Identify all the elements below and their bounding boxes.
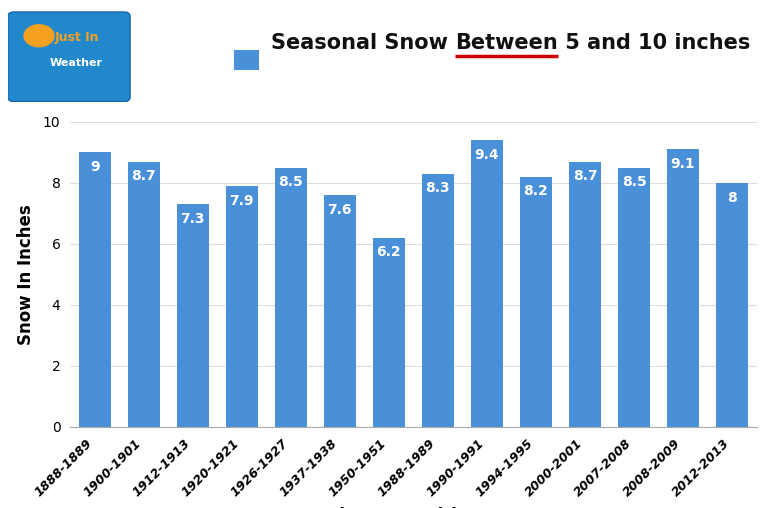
Bar [422, 174, 454, 427]
Bar [128, 162, 160, 427]
Bar [520, 177, 552, 427]
Text: 8.5: 8.5 [622, 175, 647, 189]
Text: 8.3: 8.3 [426, 181, 450, 196]
Text: Weather: Weather [50, 58, 103, 68]
Bar [79, 152, 111, 427]
Text: 8.7: 8.7 [132, 169, 156, 183]
Text: 8: 8 [727, 190, 737, 205]
Text: 7.6: 7.6 [328, 203, 352, 217]
Bar [324, 195, 356, 427]
Bar [667, 149, 699, 427]
Text: 9: 9 [90, 160, 100, 174]
Text: Between: Between [455, 33, 558, 53]
Text: 8.7: 8.7 [573, 169, 597, 183]
Text: Just In: Just In [54, 31, 99, 44]
Text: 6.2: 6.2 [377, 245, 401, 260]
Bar [373, 238, 405, 427]
X-axis label: Winter In Baltimore: Winter In Baltimore [321, 507, 505, 508]
Bar [569, 162, 601, 427]
Bar [471, 140, 503, 427]
Text: 5 and 10 inches: 5 and 10 inches [558, 33, 750, 53]
Text: 7.3: 7.3 [180, 212, 205, 226]
Circle shape [24, 25, 54, 47]
FancyBboxPatch shape [8, 12, 130, 102]
Bar [716, 183, 748, 427]
Bar [618, 168, 650, 427]
Bar [275, 168, 307, 427]
Text: 9.1: 9.1 [671, 157, 695, 171]
Y-axis label: Snow In Inches: Snow In Inches [16, 204, 34, 345]
Text: 8.2: 8.2 [523, 184, 548, 199]
Text: 8.5: 8.5 [278, 175, 303, 189]
Text: Seasonal Snow: Seasonal Snow [271, 33, 455, 53]
Bar [226, 186, 257, 427]
Bar [177, 204, 209, 427]
Text: 7.9: 7.9 [229, 194, 254, 208]
Text: 9.4: 9.4 [475, 148, 499, 162]
